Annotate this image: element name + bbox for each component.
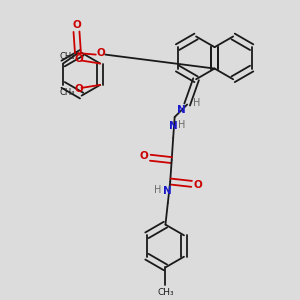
Text: N: N (177, 105, 186, 115)
Text: H: H (178, 120, 185, 130)
Text: H: H (154, 185, 161, 195)
Text: O: O (72, 20, 81, 30)
Text: CH₃: CH₃ (60, 88, 75, 97)
Text: N: N (163, 186, 172, 196)
Text: H: H (193, 98, 200, 108)
Text: O: O (140, 151, 148, 161)
Text: CH₃: CH₃ (60, 52, 75, 61)
Text: N: N (169, 121, 178, 131)
Text: O: O (194, 180, 203, 190)
Text: O: O (74, 84, 83, 94)
Text: CH₃: CH₃ (157, 288, 174, 297)
Text: O: O (74, 54, 83, 64)
Text: O: O (97, 48, 105, 58)
